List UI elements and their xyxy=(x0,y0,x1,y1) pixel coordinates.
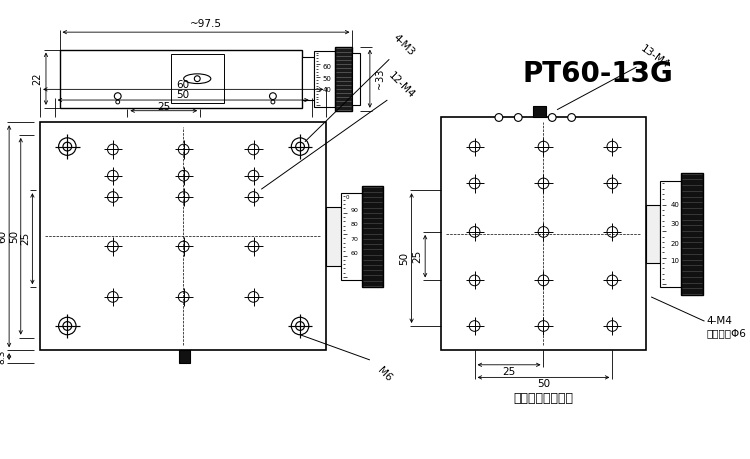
Circle shape xyxy=(495,114,502,121)
Text: 20: 20 xyxy=(670,241,680,246)
Text: 40: 40 xyxy=(670,202,680,208)
Text: 反面沉孔Φ6: 反面沉孔Φ6 xyxy=(706,328,746,338)
Circle shape xyxy=(548,114,556,121)
Bar xyxy=(302,57,313,100)
Text: 50: 50 xyxy=(537,379,550,389)
Text: 25: 25 xyxy=(413,250,422,263)
Bar xyxy=(171,55,224,103)
Circle shape xyxy=(514,114,522,121)
Bar xyxy=(326,207,340,266)
Text: M6: M6 xyxy=(376,365,394,384)
Text: 60: 60 xyxy=(0,230,8,243)
Text: 80: 80 xyxy=(350,222,358,227)
Text: 25: 25 xyxy=(20,232,31,246)
Bar xyxy=(59,50,302,108)
Bar xyxy=(340,193,362,280)
Bar xyxy=(362,186,383,287)
Text: 4-M3: 4-M3 xyxy=(392,32,416,57)
Bar xyxy=(335,47,352,111)
Text: PT60-13G: PT60-13G xyxy=(523,60,674,88)
Bar xyxy=(681,173,703,295)
Text: 60: 60 xyxy=(177,79,190,90)
Text: 25: 25 xyxy=(503,367,516,376)
Bar xyxy=(441,118,646,350)
Text: 25: 25 xyxy=(158,102,170,112)
Text: 50: 50 xyxy=(177,90,190,100)
Text: 10: 10 xyxy=(670,258,680,264)
Circle shape xyxy=(568,114,575,121)
Text: 50: 50 xyxy=(9,230,19,243)
Text: 底面安装孔示意图: 底面安装孔示意图 xyxy=(514,392,574,405)
Text: 90: 90 xyxy=(350,207,358,213)
Text: 60: 60 xyxy=(322,64,332,70)
Bar xyxy=(40,123,326,350)
Text: 40: 40 xyxy=(322,87,332,93)
Bar xyxy=(178,350,190,363)
Text: 60: 60 xyxy=(350,251,358,256)
Text: 50: 50 xyxy=(399,252,409,265)
Text: ~33: ~33 xyxy=(374,68,385,89)
Bar xyxy=(660,180,681,287)
Text: 70: 70 xyxy=(350,237,358,242)
Bar xyxy=(314,50,335,107)
Text: 13-M4: 13-M4 xyxy=(638,44,671,71)
Bar xyxy=(532,106,547,118)
Text: 50: 50 xyxy=(322,76,332,82)
Text: 22: 22 xyxy=(32,73,42,85)
Text: 30: 30 xyxy=(670,221,680,227)
Text: ~97.5: ~97.5 xyxy=(190,19,222,29)
Text: 0: 0 xyxy=(346,195,350,200)
Text: 12-M4: 12-M4 xyxy=(387,71,417,101)
Text: 8.3: 8.3 xyxy=(0,349,7,364)
Bar xyxy=(352,52,360,105)
Text: 4-M4: 4-M4 xyxy=(706,316,732,326)
Bar xyxy=(646,205,660,263)
